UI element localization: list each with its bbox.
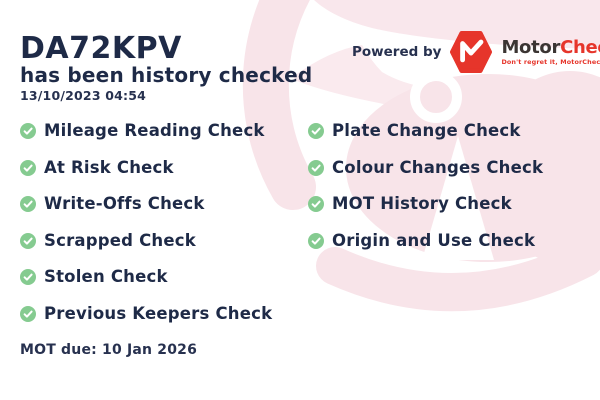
mot-due-date: MOT due: 10 Jan 2026: [20, 342, 198, 358]
check-item-label: Previous Keepers Check: [44, 303, 273, 323]
check-icon: [20, 232, 36, 249]
check-timestamp: 13/10/2023 04:54: [20, 88, 147, 103]
check-item: At Risk Check: [20, 157, 272, 177]
check-item: Write-Offs Check: [20, 195, 272, 213]
check-list-right: Plate Change Check Colour Changes Check …: [308, 122, 543, 268]
check-item: Stolen Check: [20, 268, 272, 286]
check-item-label: Write-Offs Check: [44, 194, 205, 213]
check-item: Colour Changes Check: [308, 157, 544, 177]
check-list-left: Mileage Reading Check At Risk Check Writ…: [20, 122, 272, 341]
registration-plate: DA72KPV: [20, 31, 182, 66]
check-item-label: Stolen Check: [44, 267, 168, 286]
check-item-label: Colour Changes Check: [332, 157, 544, 177]
check-item-label: Origin and Use Check: [332, 230, 536, 250]
check-item-label: Plate Change Check: [332, 121, 521, 140]
brand-tagline: Don't regret it, MotorCheck it!: [501, 58, 600, 67]
check-icon: [308, 196, 324, 212]
subtitle: has been history checked: [20, 63, 313, 87]
check-item-label: At Risk Check: [44, 157, 174, 177]
check-item-label: Scrapped Check: [44, 230, 196, 250]
check-icon: [308, 159, 324, 176]
check-icon: [20, 305, 36, 322]
check-icon: [308, 232, 324, 249]
motorcheck-branding[interactable]: Powered by MotorCheck Don't regret it, M…: [352, 31, 600, 73]
check-item: Plate Change Check: [308, 122, 543, 140]
check-icon: [20, 159, 36, 176]
check-item: Origin and Use Check: [308, 230, 543, 250]
check-item: Scrapped Check: [20, 230, 272, 250]
check-item-label: Mileage Reading Check: [44, 121, 265, 140]
brand-name: MotorCheck: [501, 36, 600, 58]
check-item-label: MOT History Check: [332, 194, 512, 213]
motorcheck-logo-icon: [450, 31, 493, 73]
check-item: Mileage Reading Check: [20, 122, 272, 140]
check-item: Previous Keepers Check: [20, 303, 273, 323]
check-icon: [20, 123, 36, 139]
powered-by-label: Powered by: [352, 44, 442, 60]
check-icon: [308, 123, 324, 139]
check-item: MOT History Check: [308, 195, 543, 213]
check-icon: [20, 269, 36, 285]
check-icon: [20, 196, 36, 212]
